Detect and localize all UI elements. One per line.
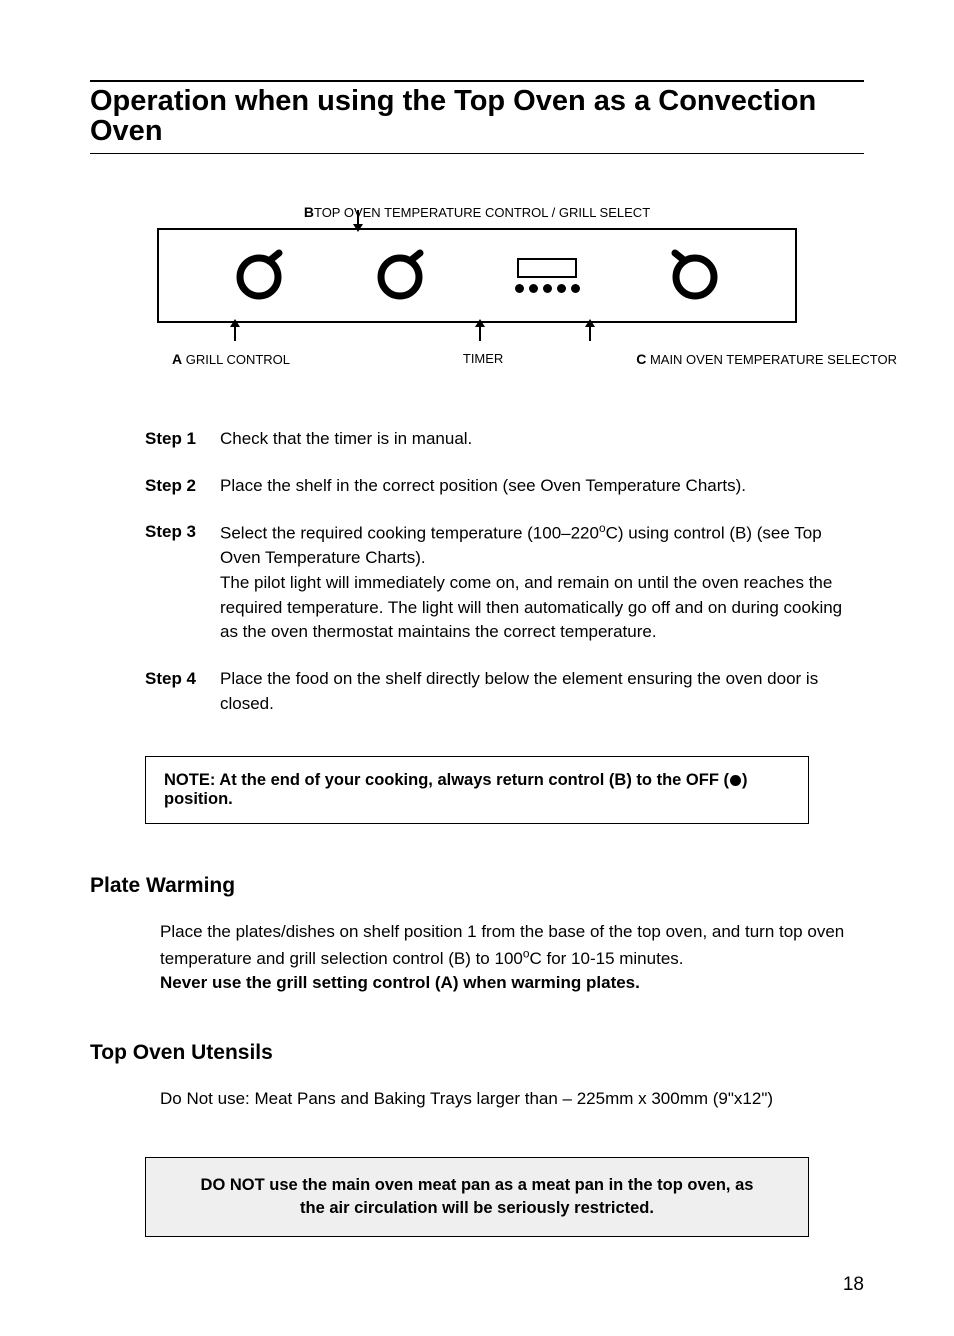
timer-button-icon (571, 284, 580, 293)
step-label: Step 4 (145, 667, 220, 716)
plate-warming-heading: Plate Warming (90, 874, 864, 898)
control-panel-box (157, 228, 797, 323)
arrow-b-icon (357, 210, 359, 230)
arrow-c-icon (589, 321, 591, 341)
plate-warming-body: Place the plates/dishes on shelf positio… (160, 920, 864, 996)
plate-warming-line2: Never use the grill setting control (A) … (160, 973, 640, 992)
timer-buttons (515, 284, 580, 293)
arrow-a-icon (234, 321, 236, 341)
diagram-label-b: BTOP OVEN TEMPERATURE CONTROL / GRILL SE… (157, 204, 797, 220)
note-prefix: NOTE: At the end of your cooking, always… (164, 771, 729, 789)
diagram-bottom-labels: A GRILL CONTROL TIMER C MAIN OVEN TEMPER… (157, 351, 797, 367)
timer-button-icon (529, 284, 538, 293)
label-timer: TIMER (463, 351, 503, 367)
step-label: Step 2 (145, 474, 220, 499)
grill-control-knob (233, 249, 285, 301)
step-text: Place the food on the shelf directly bel… (220, 667, 864, 716)
step-item: Step 3 Select the required cooking tempe… (145, 520, 864, 645)
timer-button-icon (543, 284, 552, 293)
step-item: Step 1 Check that the timer is in manual… (145, 427, 864, 452)
label-b-letter: B (304, 204, 314, 220)
timer-button-icon (515, 284, 524, 293)
timer-screen (517, 258, 577, 278)
timer-display (515, 258, 580, 293)
utensils-body: Do Not use: Meat Pans and Baking Trays l… (160, 1087, 864, 1112)
label-b-text: TOP OVEN TEMPERATURE CONTROL / GRILL SEL… (314, 205, 650, 220)
title-rule-top (90, 80, 864, 82)
label-c: C MAIN OVEN TEMPERATURE SELECTOR (636, 351, 897, 367)
title-rule-bottom (90, 153, 864, 154)
step-label: Step 1 (145, 427, 220, 452)
step-item: Step 4 Place the food on the shelf direc… (145, 667, 864, 716)
step-text: Select the required cooking temperature … (220, 520, 864, 645)
control-panel-diagram: BTOP OVEN TEMPERATURE CONTROL / GRILL SE… (157, 204, 797, 367)
timer-button-icon (557, 284, 566, 293)
main-oven-knob (669, 249, 721, 301)
page-number: 18 (843, 1274, 864, 1296)
page-title: Operation when using the Top Oven as a C… (90, 86, 864, 147)
step-item: Step 2 Place the shelf in the correct po… (145, 474, 864, 499)
plate-warming-line1: Place the plates/dishes on shelf positio… (160, 922, 844, 967)
step-label: Step 3 (145, 520, 220, 645)
warning-box: DO NOT use the main oven meat pan as a m… (145, 1157, 809, 1237)
utensils-heading: Top Oven Utensils (90, 1041, 864, 1065)
arrow-timer-icon (479, 321, 481, 341)
steps-list: Step 1 Check that the timer is in manual… (145, 427, 864, 716)
step-text: Check that the timer is in manual. (220, 427, 864, 452)
top-oven-knob (374, 249, 426, 301)
bullet-icon (730, 775, 741, 786)
step-text: Place the shelf in the correct position … (220, 474, 864, 499)
note-box: NOTE: At the end of your cooking, always… (145, 756, 809, 824)
label-a: A GRILL CONTROL (172, 351, 290, 367)
